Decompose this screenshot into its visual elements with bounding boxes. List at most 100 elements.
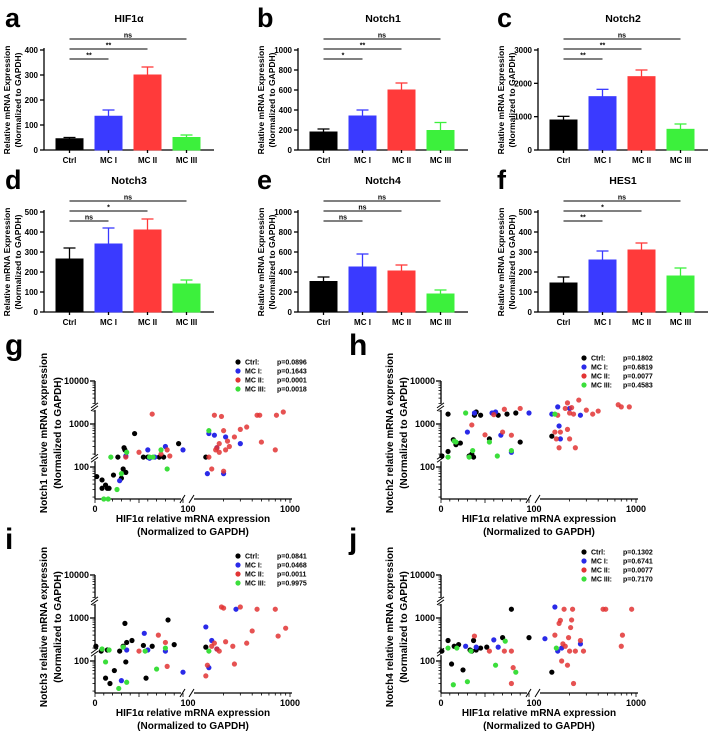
data-point — [136, 449, 142, 455]
data-point — [557, 429, 563, 435]
y-tick-label: 10000 — [64, 376, 89, 386]
significance-label: ns — [358, 205, 366, 212]
legend-p-value: p=0.4583 — [623, 383, 653, 390]
data-point — [162, 639, 168, 646]
data-point — [572, 445, 578, 451]
x-tick-label: 1000 — [280, 698, 300, 708]
x-tick-label: 100 — [180, 698, 195, 708]
data-point — [216, 441, 222, 447]
data-point — [457, 440, 463, 446]
legend-label: Ctrl: — [591, 356, 605, 363]
y-tick-label: 400 — [279, 106, 293, 115]
series-ctrl — [93, 617, 209, 687]
data-point — [257, 412, 263, 418]
y-axis-label: (Normalized to GAPDH) — [13, 52, 23, 147]
data-point — [526, 635, 532, 641]
legend-p-value: p=0.1302 — [623, 550, 653, 557]
legend-marker — [235, 368, 241, 374]
series-mc-i — [117, 430, 243, 484]
y-tick-label: 800 — [279, 66, 293, 75]
axis-break-mark — [436, 599, 445, 606]
axis-break-gap — [92, 455, 98, 462]
data-point — [526, 410, 532, 416]
x-axis-label: HIF1α relative mRNA expression — [462, 514, 616, 525]
data-point — [165, 617, 171, 623]
bar-mc-ii — [387, 270, 416, 313]
legend-p-value: p=0.0077 — [623, 568, 653, 575]
y-tick-label: 0 — [34, 146, 39, 155]
x-tick-label: MC II — [138, 156, 157, 165]
y-tick-label: 1000 — [274, 208, 292, 217]
data-point — [562, 643, 568, 649]
panel-letter: d — [5, 165, 22, 195]
legend-p-value: p=0.0468 — [277, 563, 307, 570]
data-point — [566, 410, 573, 416]
bar-ctrl — [309, 131, 338, 151]
x-tick-label: MC I — [594, 318, 611, 327]
data-point — [180, 669, 186, 675]
bar-chart-b: b Notch1 Relative mRNA Expression (Normaliz… — [256, 3, 468, 165]
data-point — [155, 632, 161, 638]
axis-break-gap — [92, 597, 98, 604]
data-point — [211, 432, 217, 438]
data-point — [570, 680, 577, 687]
x-tick-label: MC III — [176, 318, 197, 327]
data-point — [145, 447, 151, 453]
data-point — [117, 648, 123, 654]
data-point — [454, 645, 460, 651]
x-tick-label: 0 — [438, 698, 443, 708]
chart-title: Notch4 — [365, 175, 401, 187]
y-tick-label: 400 — [25, 46, 39, 55]
data-point — [162, 645, 168, 651]
y-axis-label: Relative mRNA Expression — [2, 208, 12, 317]
legend-label: MC II: — [591, 374, 610, 381]
legend-label: Ctrl: — [245, 360, 259, 367]
bar-ctrl — [55, 258, 84, 313]
x-axis-label: (Normalized to GAPDH) — [483, 721, 595, 732]
legend-label: MC II: — [591, 568, 610, 575]
y-axis-label: (Normalized to GAPDH) — [399, 571, 410, 683]
y-tick-label: 1000 — [514, 113, 532, 122]
y-tick-label: 10000 — [64, 570, 89, 580]
data-point — [471, 410, 478, 416]
y-tick-label: 300 — [25, 71, 39, 80]
legend-label: MC I: — [245, 563, 262, 570]
data-point — [140, 454, 146, 460]
y-tick-label: 200 — [25, 268, 39, 277]
y-axis-label: Notch3 relative mRNA expression — [39, 547, 50, 707]
data-point — [463, 643, 469, 649]
y-tick-label: 200 — [279, 126, 293, 135]
data-point — [491, 637, 497, 643]
data-point — [501, 648, 507, 654]
data-point — [484, 644, 490, 650]
panel-letter: f — [497, 165, 507, 195]
data-point — [124, 449, 130, 455]
x-tick-label: MC III — [670, 156, 691, 165]
x-tick-label: MC II — [392, 318, 411, 327]
legend-label: MC II: — [245, 572, 264, 579]
data-point — [216, 648, 222, 654]
data-point — [504, 411, 510, 417]
data-point — [603, 606, 609, 612]
data-point — [445, 448, 451, 455]
data-point — [572, 648, 578, 654]
y-axis-label: Notch2 relative mRNA expression — [385, 353, 396, 513]
data-point — [149, 643, 155, 649]
axis-break-mark — [534, 494, 541, 504]
data-point — [619, 632, 626, 638]
legend-marker — [581, 558, 587, 564]
y-axis-label: (Normalized to GAPDH) — [507, 52, 517, 147]
data-point — [517, 405, 523, 412]
bar-ctrl — [549, 282, 578, 313]
series-mc-iii — [445, 638, 559, 688]
data-point — [223, 447, 229, 453]
significance-label: ns — [618, 195, 626, 202]
x-tick-label: 0 — [92, 698, 97, 708]
legend-marker — [235, 377, 241, 383]
legend-marker — [581, 373, 587, 379]
bar-mc-i — [588, 259, 617, 313]
x-tick-label: MC I — [594, 156, 611, 165]
data-point — [508, 448, 514, 454]
